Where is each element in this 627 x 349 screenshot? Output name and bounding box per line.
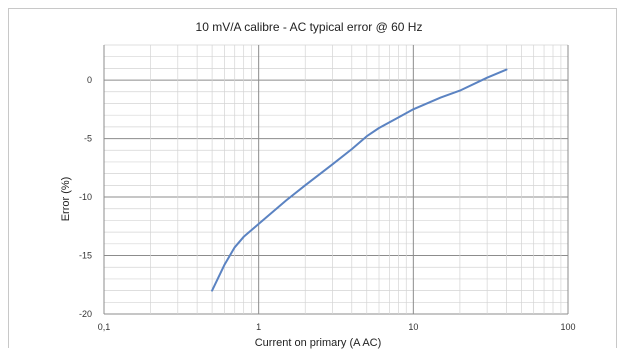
y-tick-label: -15 bbox=[79, 251, 92, 261]
y-tick-label: -10 bbox=[79, 192, 92, 202]
x-tick-label: 100 bbox=[560, 322, 575, 332]
chart-title: 10 mV/A calibre - AC typical error @ 60 … bbox=[196, 20, 423, 34]
series-layer bbox=[211, 68, 508, 292]
y-axis-label: Error (%) bbox=[60, 177, 72, 222]
y-tick-label: -20 bbox=[79, 309, 92, 319]
y-tick-label: -5 bbox=[84, 134, 92, 144]
x-tick-label: 10 bbox=[408, 322, 418, 332]
chart: 10 mV/A calibre - AC typical error @ 60 … bbox=[60, 20, 576, 349]
series-line bbox=[211, 68, 508, 292]
x-tick-label: 0,1 bbox=[98, 322, 111, 332]
grid bbox=[103, 44, 569, 315]
chart-frame: 10 mV/A calibre - AC typical error @ 60 … bbox=[8, 8, 617, 349]
tick-labels: 0 -5 -10 -15 -20 0,1 1 10 100 bbox=[79, 75, 576, 332]
x-axis-label: Current on primary (A AC) bbox=[255, 337, 382, 349]
x-tick-label: 1 bbox=[256, 322, 261, 332]
y-tick-label: 0 bbox=[87, 75, 92, 85]
